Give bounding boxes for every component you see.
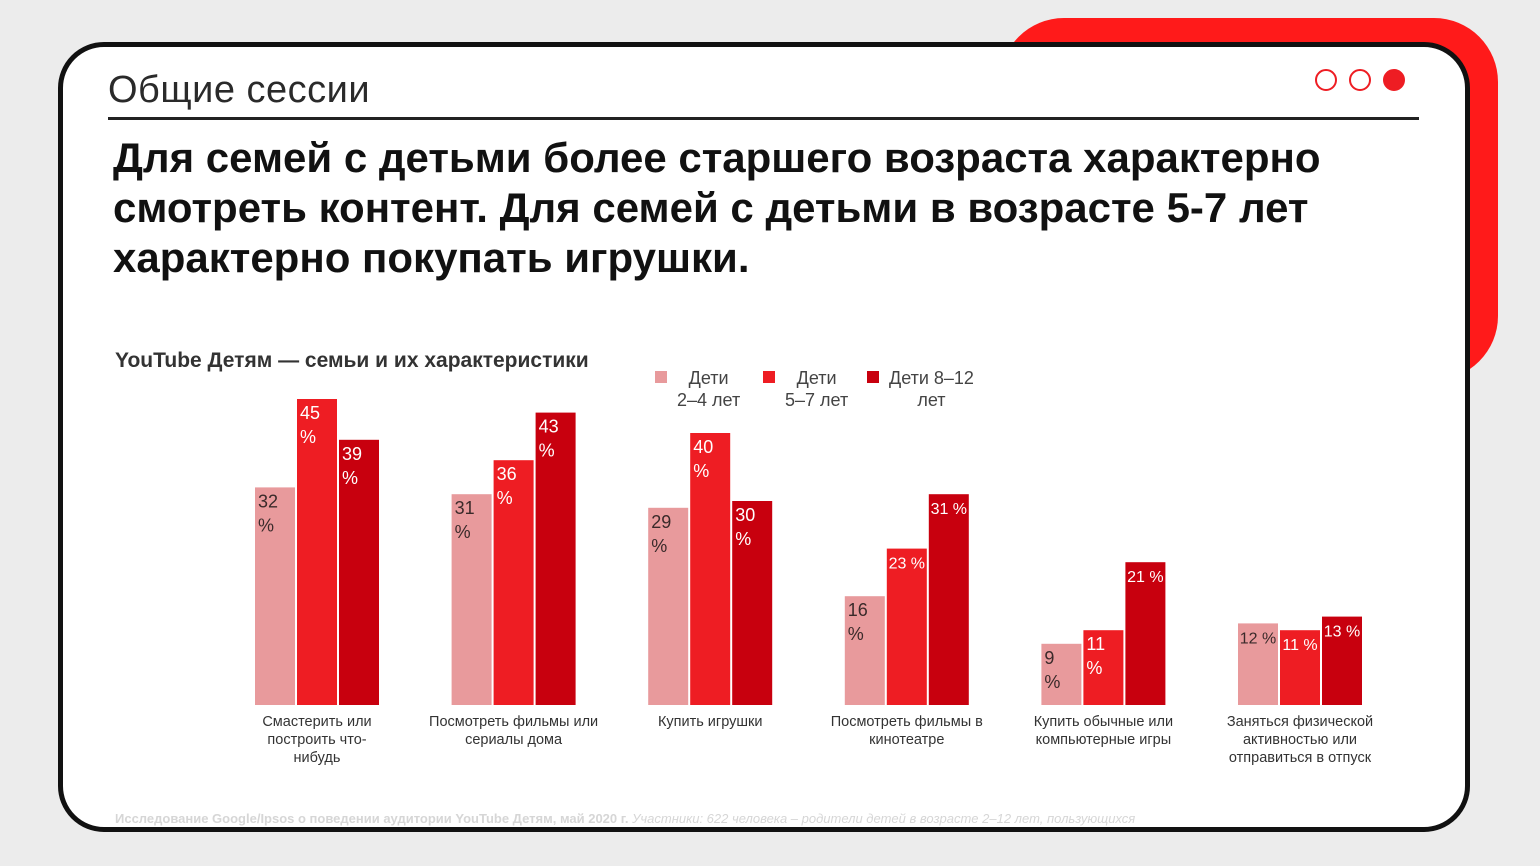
bar-1-1 <box>493 460 534 705</box>
bar-3-0 <box>844 596 885 705</box>
data-label: 30 <box>735 505 755 525</box>
data-label: % <box>300 427 316 447</box>
data-label: % <box>539 441 555 461</box>
legend-item-2-4: Дети 2–4 лет <box>655 367 740 411</box>
data-label: 45 <box>300 403 320 423</box>
chart-title: YouTube Детям — семьи и их характеристик… <box>115 349 589 372</box>
category-label: сериалы дома <box>465 732 563 748</box>
data-label: 23 % <box>889 556 925 573</box>
pagination-dots <box>1315 69 1405 91</box>
footnote-participants: Участники: 622 человека – родители детей… <box>632 811 1136 826</box>
bar-5-0 <box>1238 623 1278 705</box>
legend-label-line: Дети 8–12 <box>889 368 974 388</box>
bar-2-0 <box>648 507 689 705</box>
legend-label-line: Дети <box>688 368 729 388</box>
category-label: Заняться физической <box>1227 714 1373 730</box>
data-label: % <box>497 488 513 508</box>
data-label: % <box>342 468 358 488</box>
category-label: построить что- <box>267 732 366 748</box>
category-label: Смастерить или <box>262 714 371 730</box>
headline-line: смотреть контент. Для семей с детьми в в… <box>113 184 1309 231</box>
data-label: 9 <box>1044 648 1054 668</box>
legend-label: Дети 8–12 лет <box>889 367 974 411</box>
category-label: кинотеатре <box>869 732 944 748</box>
legend-label: Дети 5–7 лет <box>785 367 848 411</box>
data-label: % <box>735 529 751 549</box>
bar-4-1 <box>1083 630 1124 705</box>
bar-chart: 32% 45% 39% Смастерить или построить что-ниб… <box>255 399 1373 766</box>
data-label: % <box>455 522 471 542</box>
data-label: 43 <box>539 417 559 437</box>
data-label: 31 <box>455 498 475 518</box>
legend-item-8-12: Дети 8–12 лет <box>867 367 974 411</box>
category-label: Посмотреть фильмы или <box>429 714 598 730</box>
headline: Для семей с детьми более старшего возрас… <box>113 133 1413 283</box>
data-label: % <box>693 461 709 481</box>
pagination-dot-3-active[interactable] <box>1383 69 1405 91</box>
data-label: 39 <box>342 444 362 464</box>
category-label: Посмотреть фильмы в <box>831 714 983 730</box>
headline-line: Для семей с детьми более старшего возрас… <box>113 134 1321 181</box>
legend-swatch <box>763 371 775 383</box>
bar-0-0 <box>255 487 295 705</box>
bar-0-1 <box>297 399 337 705</box>
bar-3-1 <box>886 548 927 705</box>
data-label: % <box>1044 672 1060 692</box>
bar-0-2 <box>339 439 379 705</box>
data-label: 21 % <box>1127 569 1163 586</box>
category-label: Купить обычные или <box>1034 714 1173 730</box>
data-label: % <box>651 536 667 556</box>
category-label: Купить игрушки <box>658 714 763 730</box>
bar-2-2 <box>732 501 773 705</box>
category-label: активностью или <box>1243 732 1357 748</box>
footnote-source: Исследование Google/Ipsos о поведении ау… <box>115 811 629 826</box>
header-divider <box>108 117 1419 120</box>
category-label: нибудь <box>294 750 341 766</box>
data-label: 13 % <box>1324 624 1360 641</box>
bar-4-0 <box>1041 643 1082 705</box>
legend-label: Дети 2–4 лет <box>677 367 740 411</box>
slide-card: Общие сессии Для семей с детьми более ст… <box>58 42 1470 832</box>
bar-4-2 <box>1125 562 1166 705</box>
legend-label-line: лет <box>917 390 946 410</box>
data-label: 40 <box>693 437 713 457</box>
footnote: Исследование Google/Ipsos о поведении ау… <box>115 811 1135 826</box>
data-label: % <box>258 515 274 535</box>
category-label: компьютерные игры <box>1036 732 1172 748</box>
bar-1-0 <box>451 494 492 705</box>
bar-5-2 <box>1322 616 1362 705</box>
data-label: 11 <box>1086 634 1105 654</box>
headline-line: характерно покупать игрушки. <box>113 234 750 281</box>
pagination-dot-1[interactable] <box>1315 69 1337 91</box>
category-label: отправиться в отпуск <box>1229 750 1372 766</box>
bar-1-2 <box>535 412 576 705</box>
section-title: Общие сессии <box>108 69 371 111</box>
data-label: 32 <box>258 491 278 511</box>
data-label: % <box>848 624 864 644</box>
data-label: 12 % <box>1240 630 1276 647</box>
data-label: 29 <box>651 512 671 532</box>
legend-item-5-7: Дети 5–7 лет <box>763 367 848 411</box>
bar-3-2 <box>928 494 969 705</box>
pagination-dot-2[interactable] <box>1349 69 1371 91</box>
legend-label-line: 5–7 лет <box>785 390 849 410</box>
data-label: 11 % <box>1282 637 1317 654</box>
legend-label-line: 2–4 лет <box>677 390 741 410</box>
bar-5-1 <box>1280 630 1320 705</box>
data-label: 31 % <box>931 501 967 518</box>
bar-2-1 <box>690 433 731 705</box>
data-label: % <box>1086 658 1102 678</box>
legend-label-line: Дети <box>796 368 837 388</box>
data-label: 36 <box>497 464 517 484</box>
legend-swatch <box>867 371 879 383</box>
legend-swatch <box>655 371 667 383</box>
data-label: 16 <box>848 600 868 620</box>
